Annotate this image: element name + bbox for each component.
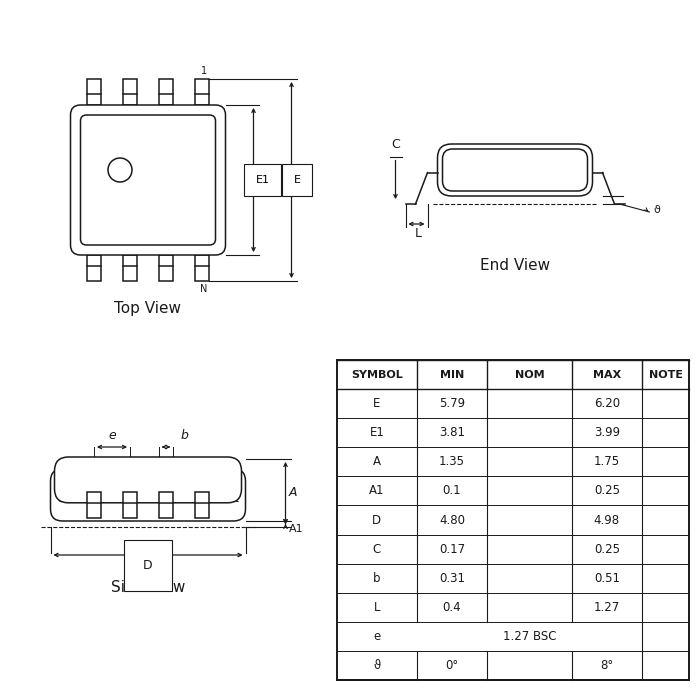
- Text: N: N: [199, 284, 207, 294]
- Text: MAX: MAX: [593, 370, 621, 379]
- Text: Top View: Top View: [115, 302, 181, 316]
- Text: 1.27 BSC: 1.27 BSC: [503, 630, 556, 643]
- Text: 0.25: 0.25: [594, 484, 620, 498]
- Text: NOTE: NOTE: [648, 370, 682, 379]
- Bar: [195, 79, 209, 105]
- Text: Side View: Side View: [111, 580, 186, 594]
- Text: ϑ: ϑ: [654, 205, 660, 215]
- Text: 1.75: 1.75: [594, 455, 620, 468]
- Text: 1.27: 1.27: [594, 601, 620, 614]
- Bar: [195, 492, 209, 518]
- Text: C: C: [373, 542, 381, 556]
- FancyBboxPatch shape: [438, 144, 592, 196]
- Text: 0.17: 0.17: [439, 542, 465, 556]
- Text: D: D: [144, 559, 153, 572]
- Text: 4.80: 4.80: [439, 514, 465, 526]
- FancyBboxPatch shape: [71, 105, 225, 255]
- Text: 0.31: 0.31: [439, 572, 465, 584]
- Bar: [123, 255, 137, 281]
- Text: ϑ: ϑ: [373, 659, 381, 672]
- Text: E1: E1: [256, 175, 270, 185]
- Text: NOM: NOM: [514, 370, 544, 379]
- Text: 6.20: 6.20: [594, 397, 620, 410]
- Text: 0.51: 0.51: [594, 572, 620, 584]
- Bar: [87, 255, 101, 281]
- Text: MIN: MIN: [440, 370, 464, 379]
- Text: End View: End View: [480, 258, 550, 274]
- Text: 3.81: 3.81: [439, 426, 465, 439]
- Bar: [87, 79, 101, 105]
- Text: 0°: 0°: [445, 659, 458, 672]
- Text: D: D: [372, 514, 382, 526]
- Bar: [159, 255, 173, 281]
- Bar: [159, 492, 173, 518]
- Text: E: E: [373, 397, 381, 410]
- Bar: [123, 79, 137, 105]
- Text: A: A: [288, 486, 297, 500]
- Text: e: e: [373, 630, 381, 643]
- Text: A1: A1: [369, 484, 384, 498]
- Text: e: e: [108, 429, 116, 442]
- Text: SYMBOL: SYMBOL: [351, 370, 402, 379]
- Bar: [87, 492, 101, 518]
- Text: E1: E1: [370, 426, 384, 439]
- Text: b: b: [181, 429, 189, 442]
- Text: 5.79: 5.79: [439, 397, 465, 410]
- Text: 0.25: 0.25: [594, 542, 620, 556]
- Text: C: C: [391, 138, 400, 150]
- Bar: [123, 492, 137, 518]
- Bar: [337, 360, 689, 680]
- Text: E: E: [293, 175, 300, 185]
- FancyBboxPatch shape: [50, 469, 246, 521]
- Bar: [195, 255, 209, 281]
- Text: A: A: [373, 455, 381, 468]
- Text: 3.99: 3.99: [594, 426, 620, 439]
- Text: 0.1: 0.1: [442, 484, 461, 498]
- Text: 0.4: 0.4: [442, 601, 461, 614]
- Bar: [159, 79, 173, 105]
- Text: 4.98: 4.98: [594, 514, 620, 526]
- Text: L: L: [415, 227, 422, 240]
- Text: 1: 1: [201, 66, 207, 76]
- FancyBboxPatch shape: [55, 457, 241, 503]
- Text: 8°: 8°: [600, 659, 613, 672]
- Text: A1: A1: [288, 524, 303, 534]
- Text: 1.35: 1.35: [439, 455, 465, 468]
- Text: b: b: [373, 572, 381, 584]
- Text: L: L: [374, 601, 380, 614]
